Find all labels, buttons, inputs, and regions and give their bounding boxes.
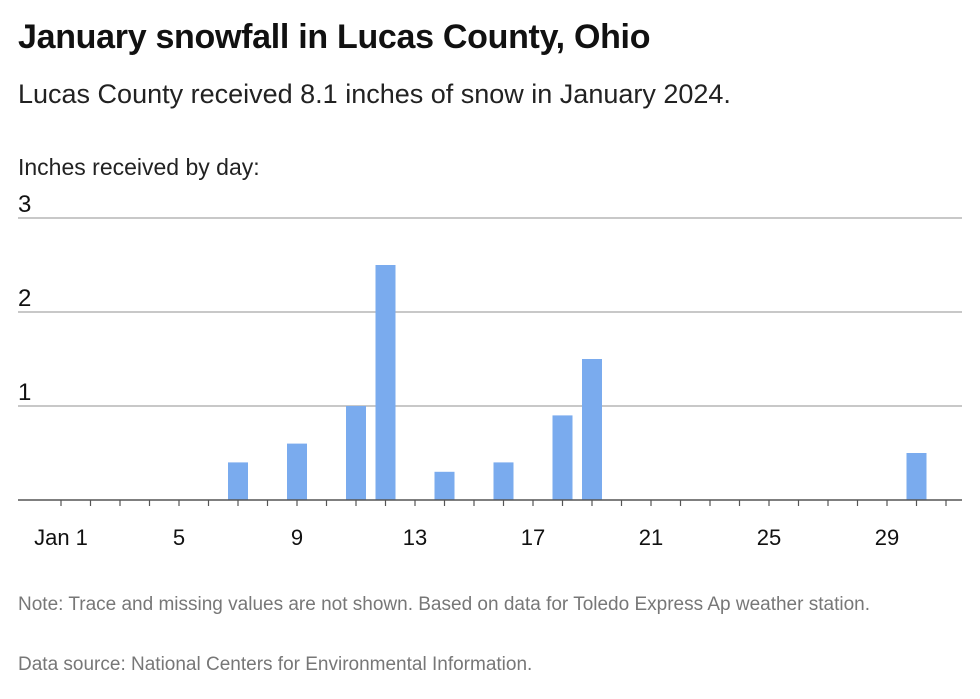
y-axis-label: Inches received by day: [18, 154, 260, 180]
bar-day-30 [906, 453, 927, 500]
bar-chart: Jan 1 5 9 13 17 21 25 29 1 2 3 [18, 191, 962, 550]
bar-day-12 [375, 265, 396, 500]
y-tick-label: 2 [18, 285, 31, 312]
chart-note: Note: Trace and missing values are not s… [18, 594, 870, 615]
chart-title: January snowfall in Lucas County, Ohio [18, 18, 651, 56]
bar-day-19 [582, 359, 602, 500]
x-tick-label: 21 [639, 525, 663, 550]
x-tick-label: 9 [291, 525, 303, 550]
x-tick-label: Jan 1 [34, 525, 88, 550]
x-tick-label: 13 [403, 525, 427, 550]
bar-day-7 [228, 462, 248, 500]
y-tick-label: 3 [18, 191, 31, 218]
y-axis-ticks: 1 2 3 [18, 191, 31, 406]
x-tick-label: 17 [521, 525, 545, 550]
bar-day-9 [287, 443, 307, 500]
x-tick-label: 25 [757, 525, 781, 550]
bar-day-14 [434, 471, 455, 500]
bar-day-18 [552, 415, 573, 500]
x-axis: Jan 1 5 9 13 17 21 25 29 [18, 499, 962, 550]
bars [228, 265, 927, 500]
gridlines [18, 217, 962, 407]
bar-day-11 [346, 406, 366, 500]
bar-day-16 [493, 462, 514, 500]
x-tick-label: 5 [173, 525, 185, 550]
data-source: Data source: National Centers for Enviro… [18, 654, 533, 675]
chart-subtitle: Lucas County received 8.1 inches of snow… [18, 79, 731, 109]
x-tick-label: 29 [875, 525, 899, 550]
y-tick-label: 1 [18, 379, 31, 406]
